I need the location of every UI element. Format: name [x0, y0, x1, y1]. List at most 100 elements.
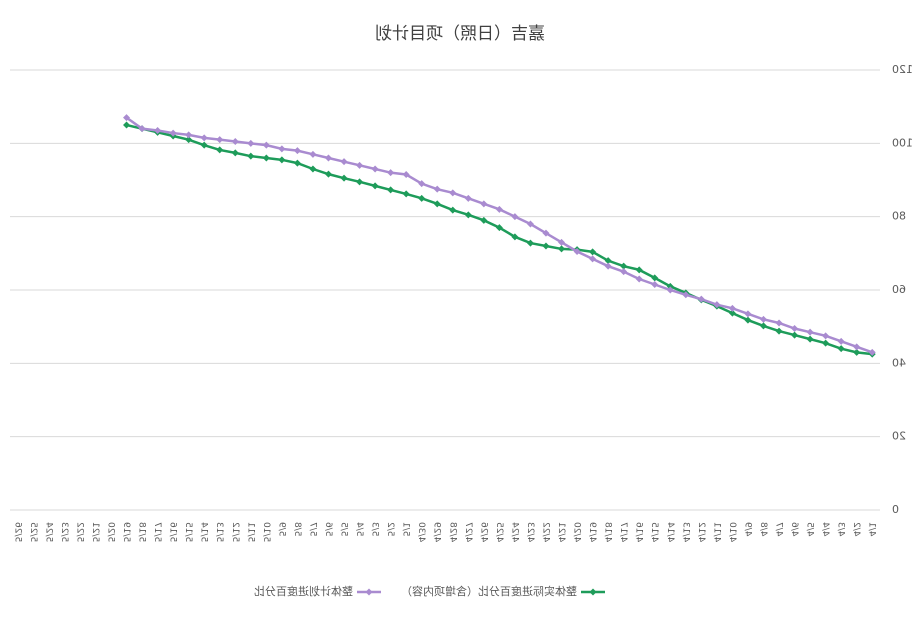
x-tick-label: 5/23: [59, 522, 69, 542]
point: [247, 152, 255, 160]
point: [728, 309, 736, 317]
point: [464, 194, 472, 202]
legend-marker: [365, 588, 373, 596]
point: [744, 310, 752, 318]
point: [387, 169, 395, 177]
point: [853, 348, 861, 356]
x-tick-label: 5/21: [90, 522, 100, 542]
x-tick-label: 4/28: [447, 522, 457, 542]
x-tick-label: 5/19: [121, 522, 131, 542]
point: [480, 216, 488, 224]
x-tick-label: 5/4: [354, 522, 364, 537]
x-tick-label: 5/26: [12, 522, 22, 542]
point: [744, 316, 752, 324]
y-tick-label: 80: [892, 210, 906, 223]
y-tick-label: 0: [892, 503, 899, 516]
point: [449, 189, 457, 197]
point: [728, 304, 736, 312]
x-tick-label: 4/17: [618, 522, 628, 542]
x-tick-label: 5/12: [230, 522, 240, 542]
x-tick-label: 4/23: [525, 522, 535, 542]
point: [682, 291, 690, 299]
point: [713, 301, 721, 309]
point: [200, 134, 208, 142]
x-tick-label: 4/15: [649, 522, 659, 542]
point: [340, 174, 348, 182]
x-tick-label: 5/2: [385, 522, 395, 536]
x-tick-label: 4/22: [540, 522, 550, 542]
x-tick-label: 4/24: [509, 522, 519, 542]
point: [231, 138, 239, 145]
point: [138, 125, 146, 133]
x-tick-label: 4/27: [463, 522, 473, 542]
point: [511, 233, 519, 241]
x-tick-label: 5/7: [307, 522, 317, 536]
x-tick-label: 5/14: [199, 522, 209, 542]
point: [558, 238, 566, 246]
x-tick-label: 5/18: [137, 522, 147, 542]
x-tick-label: 5/8: [292, 522, 302, 537]
point: [464, 211, 472, 219]
x-tick-label: 4/7: [774, 522, 784, 536]
point: [262, 154, 270, 162]
x-tick-label: 5/15: [183, 522, 193, 542]
x-tick-label: 5/1: [401, 522, 411, 536]
point: [589, 255, 597, 263]
point: [837, 337, 845, 345]
point: [324, 170, 332, 178]
x-tick-label: 4/25: [494, 522, 504, 542]
point: [526, 220, 534, 228]
point: [356, 178, 364, 186]
point: [495, 205, 503, 213]
x-tick-label: 4/20: [572, 522, 582, 542]
point: [589, 248, 597, 256]
point: [651, 281, 659, 288]
y-tick-label: 40: [892, 356, 906, 369]
x-tick-label: 5/24: [43, 522, 53, 542]
point: [635, 275, 643, 283]
point: [620, 268, 628, 276]
point: [324, 154, 332, 162]
x-tick-label: 4/11: [711, 522, 721, 542]
point: [123, 121, 131, 129]
point: [837, 345, 845, 353]
point: [666, 286, 674, 294]
x-tick-label: 4/30: [416, 522, 426, 542]
point: [511, 213, 519, 221]
point: [216, 146, 224, 154]
point: [822, 339, 830, 347]
x-tick-label: 5/16: [168, 522, 178, 542]
point: [185, 131, 193, 139]
point: [293, 159, 301, 167]
x-tick-label: 4/5: [805, 522, 815, 536]
point: [402, 190, 410, 198]
point: [635, 266, 643, 274]
point: [418, 194, 426, 202]
point: [309, 165, 317, 173]
point: [558, 245, 566, 253]
point: [123, 114, 131, 122]
point: [651, 274, 659, 282]
y-tick-label: 100: [892, 136, 913, 149]
x-tick-label: 4/9: [742, 522, 752, 537]
point: [620, 262, 628, 270]
point: [775, 327, 783, 335]
point: [791, 325, 799, 332]
x-tick-label: 4/8: [758, 522, 768, 537]
point: [433, 185, 441, 193]
legend-marker: [589, 588, 597, 596]
point: [433, 200, 441, 208]
x-tick-label: 4/19: [587, 522, 597, 542]
legend-label: 整体实际进度百分比（含增项内容）: [401, 584, 577, 598]
x-tick-label: 4/3: [836, 522, 846, 536]
point: [697, 295, 705, 303]
x-tick-label: 5/10: [261, 522, 271, 542]
point: [759, 322, 767, 330]
x-tick-label: 5/25: [28, 522, 38, 542]
y-tick-label: 120: [892, 63, 913, 76]
x-tick-label: 4/14: [665, 522, 675, 542]
point: [853, 343, 861, 351]
x-tick-label: 5/3: [370, 522, 380, 536]
x-tick-label: 5/22: [74, 522, 84, 542]
